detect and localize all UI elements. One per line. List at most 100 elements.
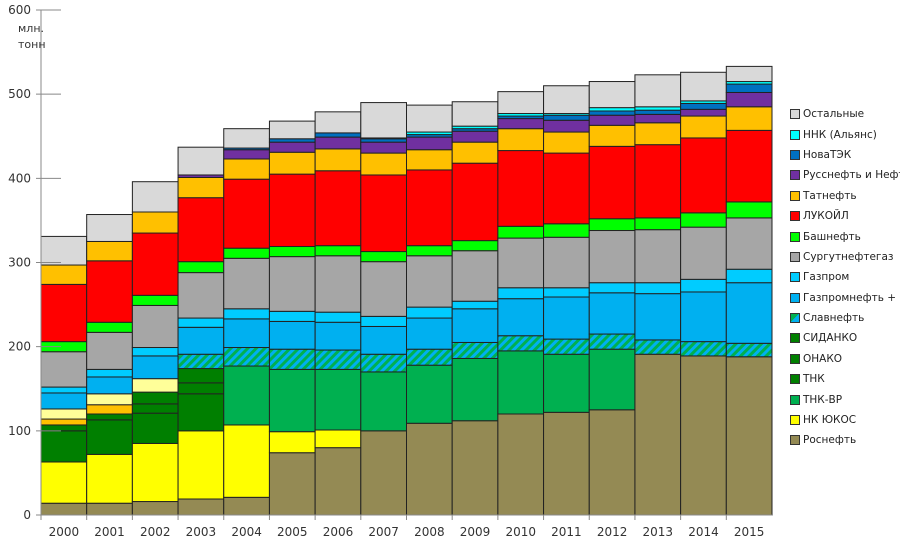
x-tick-label: 2001 [94, 525, 125, 539]
legend-label: Славнефть [803, 312, 865, 325]
bar-segment [314, 132, 362, 138]
bar-segment [588, 230, 636, 284]
bar-segment [634, 229, 682, 284]
bar-segment [177, 326, 225, 355]
bar-segment [406, 317, 453, 350]
bar-segment [451, 357, 499, 422]
bar-segment [86, 502, 133, 516]
legend-label: ОНАКО [803, 352, 843, 365]
x-tick-label: 2012 [597, 525, 628, 539]
legend-swatch [790, 129, 800, 140]
bar-segment [543, 152, 590, 225]
bar-segment [543, 353, 590, 413]
legend-swatch [790, 435, 800, 446]
legend-swatch [790, 231, 800, 242]
legend-label: Роснефть [803, 434, 857, 447]
bar-segment [588, 292, 636, 335]
x-tick-label: 2005 [277, 525, 308, 539]
bar-segment [40, 430, 88, 463]
bar-segment [223, 308, 270, 320]
x-tick-label: 2004 [231, 525, 262, 539]
legend-swatch [790, 292, 800, 303]
bar-segment [268, 452, 316, 516]
x-tick-label: 2003 [186, 525, 217, 539]
bar-segment [268, 310, 316, 322]
legend-item: ЛУКОЙЛ [790, 206, 900, 226]
bar-segment [131, 211, 179, 234]
bar-segment [268, 138, 316, 143]
bar-segment [177, 368, 225, 384]
bar-segment [360, 102, 407, 139]
bar-segment [634, 113, 682, 124]
bar-segment [223, 128, 270, 149]
bar-segment [406, 149, 453, 171]
legend-swatch [790, 251, 800, 262]
bar-segment [725, 217, 773, 270]
bar-segment [223, 257, 270, 310]
bar-segment [40, 502, 88, 516]
bar-segment [451, 101, 499, 127]
bar-segment [131, 304, 179, 349]
bar-segment [314, 368, 362, 431]
bar-segment [680, 291, 727, 343]
bar-segment [360, 174, 407, 253]
bar-segment [223, 149, 270, 160]
bar-segment [177, 197, 225, 263]
bar-segment [86, 260, 133, 323]
bar-segment [40, 283, 88, 343]
bar-segment [360, 430, 407, 516]
legend-label: Башнефть [803, 230, 861, 243]
bar-segment [314, 349, 362, 370]
legend-item: СИДАНКО [790, 328, 900, 348]
legend-item: Газпромнефть + СП [790, 288, 900, 308]
bar-segment [360, 141, 407, 154]
bar-segment [223, 158, 270, 180]
bar-segment [406, 245, 453, 257]
bar-segment [725, 129, 773, 203]
bar-segment [40, 424, 88, 432]
bar-segment [543, 119, 590, 133]
bar-segment [40, 461, 88, 504]
bar-segment [543, 287, 590, 298]
bar-segment [725, 91, 773, 108]
legend-item: НоваТЭК [790, 145, 900, 165]
x-tick-label: 2007 [368, 525, 399, 539]
bar-segment [680, 278, 727, 293]
bar-segment [497, 91, 545, 115]
bar-segment [543, 131, 590, 154]
bar-segment [86, 240, 133, 262]
bar-segment [131, 391, 179, 405]
bar-segment [223, 247, 270, 259]
bar-segment [268, 173, 316, 248]
legend-swatch [790, 415, 800, 426]
x-tick-label: 2015 [734, 525, 765, 539]
legend-label: Сургутнефтегаз [803, 250, 894, 263]
bar-segment [40, 351, 88, 388]
bar-segment [588, 81, 636, 109]
bar-segment [131, 232, 179, 296]
bar-segment [40, 264, 88, 285]
bar-segment [543, 223, 590, 238]
bar-segment [223, 318, 270, 349]
bar-segment [268, 141, 316, 153]
bar-segment [177, 261, 225, 274]
bar-segment [680, 115, 727, 139]
x-tick-label: 2008 [414, 525, 445, 539]
legend-label: ННК (Альянс) [803, 128, 877, 141]
bar-segment [725, 356, 773, 516]
bar-segment [177, 353, 225, 370]
bar-segment [588, 114, 636, 126]
bar-segment [86, 453, 133, 504]
bar-segment [131, 412, 179, 444]
bar-segment [634, 122, 682, 146]
bar-segment [497, 298, 545, 337]
bar-segment [497, 287, 545, 300]
bar-segment [543, 236, 590, 289]
x-tick-label: 2014 [688, 525, 719, 539]
bar-segment [451, 162, 499, 242]
bar-segment [314, 447, 362, 516]
legend-label: ТНК [803, 373, 825, 386]
legend-label: НоваТЭК [803, 148, 852, 161]
bar-segment [40, 418, 88, 426]
